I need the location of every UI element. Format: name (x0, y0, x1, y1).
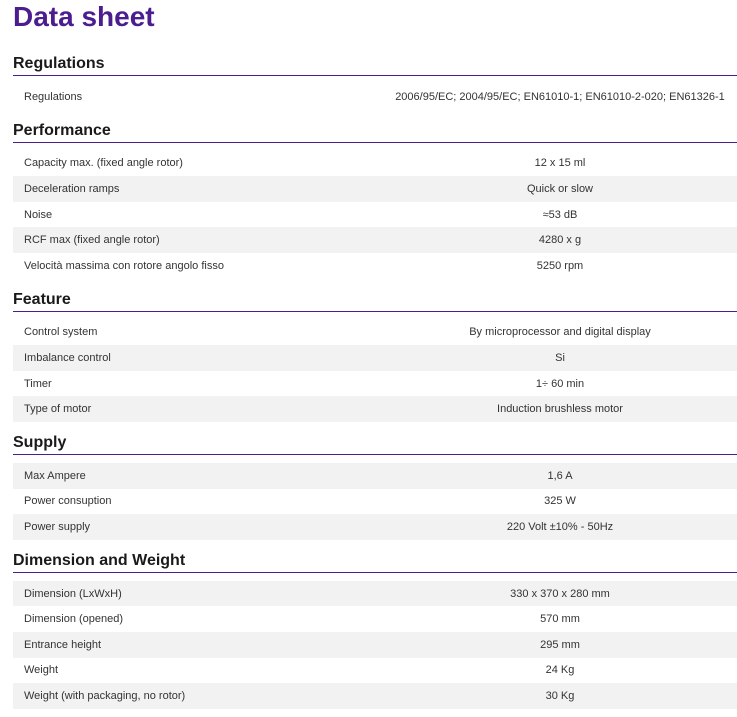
spec-label: Power supply (24, 520, 91, 533)
spec-label: Power consuption (24, 495, 112, 508)
spec-row: Power supply 220 Volt ±10% - 50Hz (13, 514, 737, 540)
spec-value: 1÷ 60 min (535, 377, 585, 390)
section-heading: Dimension and Weight (13, 540, 737, 573)
section: Feature Control system By microprocessor a… (13, 279, 737, 422)
spec-row: RCF max (fixed angle rotor) 4280 x g (13, 227, 737, 253)
spec-value: 30 Kg (545, 689, 575, 702)
spec-row: Timer 1÷ 60 min (13, 371, 737, 397)
section: Supply Max Ampere 1,6 A Power consuption 325… (13, 422, 737, 540)
spec-row: Power consuption 325 W (13, 489, 737, 515)
spec-value: ≈53 dB (542, 208, 578, 221)
spec-value: 4280 x g (538, 234, 582, 247)
section: Performance Capacity max. (fixed angle ro… (13, 110, 737, 279)
spec-value: 570 mm (540, 613, 580, 626)
spec-label: Velocità massima con rotore angolo fisso (24, 259, 224, 272)
spec-value: 5250 rpm (536, 259, 584, 272)
spec-label: Capacity max. (fixed angle rotor) (24, 157, 183, 170)
section-heading: Feature (13, 279, 737, 312)
spec-label: Max Ampere (24, 469, 86, 482)
spec-value: 295 mm (540, 638, 580, 651)
spec-value: 2006/95/EC; 2004/95/EC; EN61010-1; EN610… (395, 90, 725, 103)
spec-label: Entrance height (24, 638, 102, 651)
spec-label: Weight (with packaging, no rotor) (24, 689, 186, 702)
spec-row: Weight (with packaging, no rotor) 30 Kg (13, 683, 737, 709)
section-heading: Regulations (13, 43, 737, 76)
spec-value: Quick or slow (526, 182, 594, 195)
spec-value: Si (555, 351, 565, 364)
spec-label: Dimension (LxWxH) (24, 587, 122, 600)
spec-row: Max Ampere 1,6 A (13, 462, 737, 489)
spec-value: By microprocessor and digital display (469, 326, 651, 339)
spec-row: Regulations 2006/95/EC; 2004/95/EC; EN610… (13, 84, 737, 110)
spec-label: Timer (24, 377, 52, 390)
section-heading: Performance (13, 110, 737, 143)
spec-row: Type of motor Induction brushless motor (13, 396, 737, 422)
spec-label: Type of motor (24, 403, 92, 416)
section-heading: Supply (13, 422, 737, 455)
spec-label: Deceleration ramps (24, 182, 120, 195)
spec-value: 220 Volt ±10% - 50Hz (506, 520, 614, 533)
section: Regulations Regulations 2006/95/EC; 2004/9… (13, 43, 737, 110)
spec-row: Deceleration ramps Quick or slow (13, 176, 737, 202)
spec-row: Velocità massima con rotore angolo fisso… (13, 253, 737, 279)
spec-label: Control system (24, 326, 98, 339)
spec-row: Dimension (opened) 570 mm (13, 606, 737, 632)
spec-label: Weight (24, 664, 59, 677)
spec-label: RCF max (fixed angle rotor) (24, 234, 160, 247)
spec-label: Regulations (24, 90, 83, 103)
spec-row: Control system By microprocessor and digi… (13, 320, 737, 346)
spec-value: 330 x 370 x 280 mm (510, 587, 610, 600)
section: Dimension and Weight Dimension (LxWxH) 330… (13, 540, 737, 709)
title: Data sheet (13, 1, 155, 32)
spec-value: 12 x 15 ml (534, 157, 586, 170)
spec-value: Induction brushless motor (497, 403, 623, 416)
spec-value: 24 Kg (545, 664, 575, 677)
spec-row: Imbalance control Si (13, 345, 737, 371)
spec-row: Noise ≈53 dB (13, 202, 737, 228)
spec-label: Noise (24, 208, 53, 221)
spec-row: Capacity max. (fixed angle rotor) 12 x 15… (13, 151, 737, 177)
spec-row: Entrance height 295 mm (13, 631, 737, 658)
spec-label: Dimension (opened) (24, 613, 124, 626)
spec-row: Weight 24 Kg (13, 658, 737, 684)
spec-row: Dimension (LxWxH) 330 x 370 x 280 mm (13, 580, 737, 607)
spec-value: 325 W (544, 495, 576, 508)
spec-value: 1,6 A (547, 469, 573, 482)
spec-label: Imbalance control (24, 351, 111, 364)
